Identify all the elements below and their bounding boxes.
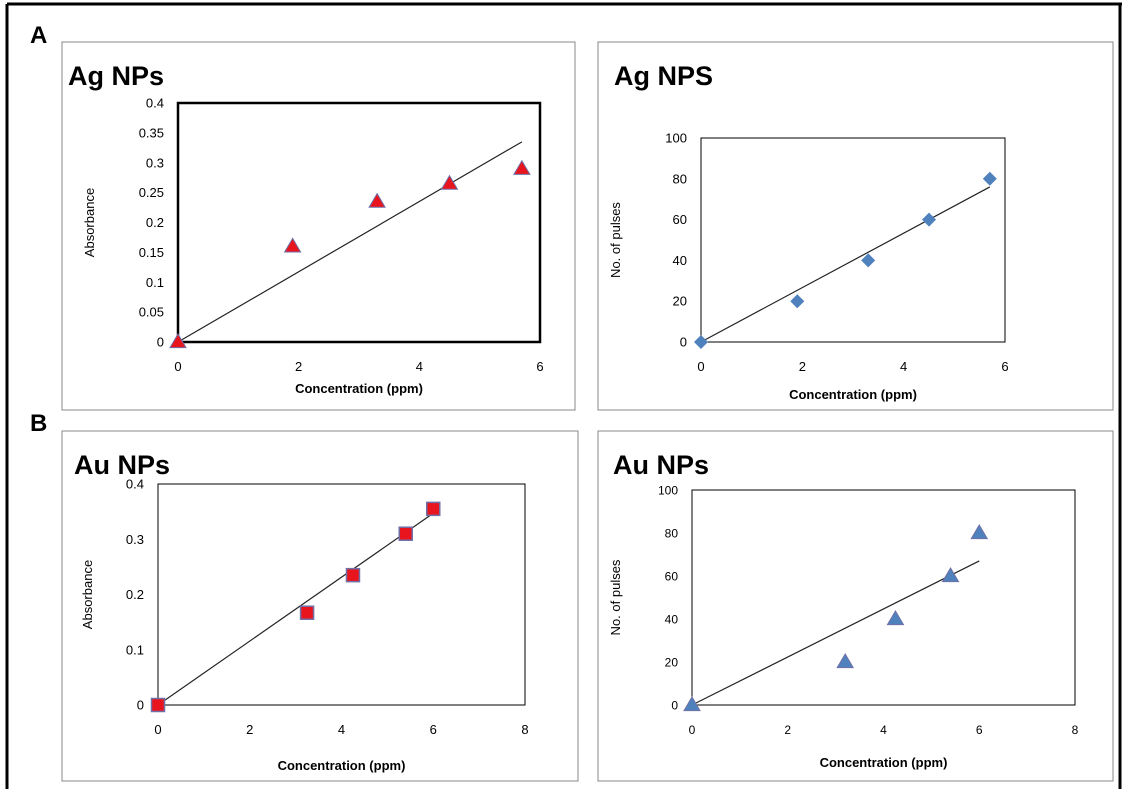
x-tick-label: 8 (1072, 723, 1079, 737)
x-tick-label: 0 (689, 723, 696, 737)
panel-label-b: B (30, 410, 47, 437)
data-point-2 (345, 567, 361, 583)
chart-frame (61, 41, 576, 411)
data-point-0 (694, 335, 708, 349)
data-point-3 (922, 212, 936, 227)
x-tick-label: 2 (784, 723, 791, 737)
data-point-4 (426, 501, 441, 517)
plot-area (691, 489, 1076, 706)
data-point-4 (513, 159, 531, 175)
trendline (177, 141, 523, 343)
plot-area (700, 137, 1006, 343)
y-tick-label: 40 (673, 253, 687, 268)
panel-label-a: A (30, 22, 47, 49)
trendline (700, 186, 991, 343)
chart-ag-absorbance: Ag NPs 0 0.05 0.1 0.15 0.2 0.25 0.3 0.35 0.4 0 2 4 6 C… (61, 41, 576, 411)
x-tick-label: 0 (154, 722, 161, 737)
plot-area (176, 101, 542, 344)
data-point-4 (970, 524, 989, 540)
y-axis-label: No. of pulses (608, 559, 623, 635)
data-point-0 (150, 697, 166, 713)
x-tick-label: 6 (1001, 359, 1008, 374)
x-tick-label: 6 (536, 359, 543, 374)
x-tick-label: 6 (976, 723, 983, 737)
data-point-3 (941, 567, 960, 583)
data-point-0 (169, 333, 187, 349)
y-axis-label: No. of pulses (608, 202, 623, 278)
x-tick-label: 2 (295, 359, 302, 374)
chart-au-absorbance: Au NPs 0 0.1 0.2 0.3 0.4 0 2 4 6 8 Concentration (p… (61, 430, 579, 782)
chart-title: Au NPs (74, 450, 170, 480)
x-tick-label: 4 (416, 359, 423, 374)
chart-title: Au NPs (613, 450, 709, 480)
y-tick-label: 100 (658, 484, 678, 498)
x-tick-label: 0 (697, 359, 704, 374)
data-point-1 (299, 605, 315, 620)
trendline (157, 512, 434, 706)
data-point-1 (283, 237, 302, 253)
y-tick-label: 0.15 (139, 245, 164, 260)
y-tick-label: 0 (137, 698, 144, 713)
data-point-2 (861, 253, 876, 268)
x-tick-label: 4 (900, 359, 907, 374)
chart-frame (597, 41, 1114, 411)
y-tick-label: 0.3 (126, 532, 144, 547)
trendline (691, 560, 980, 706)
chart-frame (61, 430, 579, 782)
y-tick-label: 20 (665, 656, 679, 670)
chart-title: Ag NPs (68, 61, 164, 91)
y-tick-label: 0.35 (139, 125, 164, 140)
data-point-2 (368, 192, 386, 208)
x-axis-label: Concentration (ppm) (278, 758, 406, 773)
y-tick-label: 0.2 (126, 587, 144, 602)
y-axis-label: Absorbance (82, 188, 97, 257)
y-tick-label: 80 (673, 171, 687, 186)
y-axis-label: Absorbance (80, 560, 95, 629)
y-tick-label: 0.1 (146, 275, 164, 290)
y-tick-label: 0.25 (139, 185, 164, 200)
data-point-1 (790, 294, 805, 309)
y-tick-label: 0 (157, 335, 164, 350)
x-axis-label: Concentration (ppm) (295, 381, 423, 396)
x-tick-label: 0 (174, 359, 181, 374)
y-tick-label: 100 (665, 131, 687, 146)
y-tick-label: 60 (665, 570, 679, 584)
y-tick-label: 60 (673, 212, 687, 227)
y-tick-label: 80 (665, 527, 679, 541)
y-tick-label: 0.2 (146, 215, 164, 230)
data-point-0 (683, 696, 701, 712)
data-point-1 (836, 653, 855, 669)
y-tick-label: 40 (665, 613, 679, 627)
x-tick-label: 4 (338, 722, 345, 737)
y-tick-label: 0.3 (146, 155, 164, 170)
data-point-3 (398, 526, 413, 541)
y-tick-label: 20 (673, 294, 687, 309)
data-point-4 (982, 171, 997, 186)
x-tick-label: 4 (880, 723, 887, 737)
x-tick-label: 8 (521, 722, 528, 737)
chart-ag-pulses: Ag NPS 0 20 40 60 80 100 0 2 4 6 Concentration (ppm… (597, 41, 1114, 411)
y-tick-label: 0.4 (146, 96, 164, 111)
data-point-2 (886, 610, 905, 626)
x-tick-label: 2 (246, 722, 253, 737)
x-axis-label: Concentration (ppm) (789, 387, 917, 402)
chart-frame (597, 430, 1114, 782)
y-tick-label: 0.05 (139, 305, 164, 320)
plot-area (157, 483, 526, 706)
x-tick-label: 6 (430, 722, 437, 737)
y-tick-label: 0.1 (126, 642, 144, 657)
x-tick-label: 2 (799, 359, 806, 374)
chart-au-pulses: Au NPs 0 20 40 60 80 100 0 2 4 6 8 Concentration (pp… (597, 430, 1114, 782)
y-tick-label: 0 (680, 335, 687, 350)
x-axis-label: Concentration (ppm) (820, 755, 948, 770)
y-tick-label: 0.4 (126, 477, 144, 492)
chart-title: Ag NPS (614, 61, 713, 91)
y-tick-label: 0 (671, 699, 678, 713)
data-point-3 (440, 174, 459, 190)
